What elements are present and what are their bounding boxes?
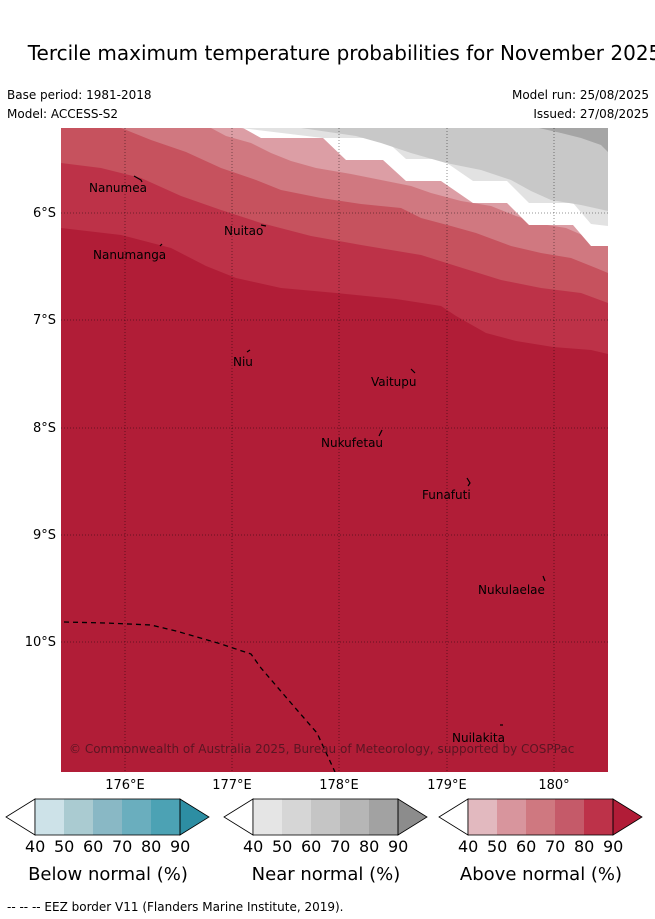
model-run-text: Model run: 25/08/2025 xyxy=(511,88,649,102)
lon-label-179e: 179°E xyxy=(427,778,467,793)
map-title: Tercile maximum temperature probabilitie… xyxy=(27,41,655,65)
lon-label-180: 180° xyxy=(538,778,570,793)
place-niu: Niu xyxy=(233,355,253,369)
place-vaitupu: Vaitupu xyxy=(371,375,417,389)
lon-label-177e: 177°E xyxy=(212,778,252,793)
colorbar-above-arrow xyxy=(613,799,642,835)
gridlines xyxy=(61,128,608,772)
colorbar-below-segment xyxy=(35,799,64,835)
lon-label-178e: 178°E xyxy=(319,778,359,793)
colorbar-near-segment xyxy=(311,799,340,835)
colorbar-below-segment xyxy=(64,799,93,835)
island-nukufetau xyxy=(378,429,383,437)
colorbar-near-tick: 90 xyxy=(388,837,409,856)
place-nuilakita: Nuilakita xyxy=(452,731,505,745)
colorbar-near-arrow xyxy=(398,799,427,835)
issued-text: Issued: 27/08/2025 xyxy=(533,107,649,121)
lat-label-8s: 8°S xyxy=(32,421,56,436)
colorbar-near-segment xyxy=(340,799,369,835)
colorbar-below-tick: 60 xyxy=(83,837,104,856)
place-nanumea: Nanumea xyxy=(89,181,147,195)
colorbar-near xyxy=(223,798,428,836)
colorbar-above-tick: 60 xyxy=(516,837,537,856)
colorbar-above xyxy=(438,798,643,836)
colorbar-near-tick: 70 xyxy=(330,837,351,856)
colorbar-near-tick: 50 xyxy=(272,837,293,856)
map-svg xyxy=(61,128,608,772)
colorbar-below-segment xyxy=(151,799,180,835)
lat-label-9s: 9°S xyxy=(32,528,56,543)
colorbar-above-tick: 70 xyxy=(545,837,566,856)
island-funafuti xyxy=(466,477,471,487)
colorbar-near-segment xyxy=(282,799,311,835)
band-near-80 xyxy=(539,128,608,152)
colorbar-near-tick: 40 xyxy=(243,837,264,856)
eez-legend-footer: -- -- -- EEZ border V11 (Flanders Marine… xyxy=(7,900,344,914)
colorbar-near-segment xyxy=(369,799,398,835)
colorbar-above-segment xyxy=(584,799,613,835)
colorbar-above-title: Above normal (%) xyxy=(459,864,623,885)
place-nukulaelae: Nukulaelae xyxy=(478,583,545,597)
island-nuitao xyxy=(260,224,267,227)
colorbar-below-arrow xyxy=(180,799,209,835)
probability-map[interactable] xyxy=(61,128,608,772)
colorbar-near-tick: 60 xyxy=(301,837,322,856)
copyright-text: © Commonwealth of Australia 2025, Bureau… xyxy=(69,742,575,756)
place-nanumanga: Nanumanga xyxy=(93,248,167,262)
lat-label-6s: 6°S xyxy=(32,206,56,221)
colorbar-near-tick: 80 xyxy=(359,837,380,856)
island-niu xyxy=(246,349,251,353)
colorbar-above-segment xyxy=(468,799,497,835)
islands xyxy=(133,175,546,726)
colorbar-near-title: Near normal (%) xyxy=(251,864,401,885)
colorbar-above-segment xyxy=(555,799,584,835)
colorbar-below-tick: 70 xyxy=(112,837,133,856)
island-nanumea xyxy=(133,175,143,183)
eez-border-line xyxy=(63,621,336,772)
lon-label-176e: 176°E xyxy=(105,778,145,793)
colorbar-below-title: Below normal (%) xyxy=(28,864,188,885)
place-funafuti: Funafuti xyxy=(422,488,471,502)
colorbar-near-segment xyxy=(253,799,282,835)
island-vaitupu xyxy=(410,368,416,374)
island-nanumanga xyxy=(159,243,163,247)
colorbar-above-tick: 40 xyxy=(458,837,479,856)
colorbar-above-segment xyxy=(497,799,526,835)
colorbar-above-tick: 80 xyxy=(574,837,595,856)
band-near-60 xyxy=(301,128,608,211)
island-nukulaelae xyxy=(542,575,546,582)
colorbar-below-tick: 50 xyxy=(54,837,75,856)
colorbar-below-segment xyxy=(93,799,122,835)
colorbar-below-tick: 90 xyxy=(170,837,191,856)
colorbar-below-tick: 40 xyxy=(25,837,46,856)
colorbar-above-segment xyxy=(526,799,555,835)
lat-label-10s: 10°S xyxy=(24,635,56,650)
colorbar-below-tick: 80 xyxy=(141,837,162,856)
lat-label-7s: 7°S xyxy=(32,313,56,328)
place-nukufetau: Nukufetau xyxy=(321,436,384,450)
colorbar-below xyxy=(5,798,210,836)
colorbar-above-tick: 50 xyxy=(487,837,508,856)
place-nuitao: Nuitao xyxy=(224,224,264,238)
base-period-text: Base period: 1981-2018 xyxy=(7,88,152,102)
colorbar-above-tick: 90 xyxy=(603,837,624,856)
colorbar-below-segment xyxy=(122,799,151,835)
model-text: Model: ACCESS-S2 xyxy=(7,107,119,121)
